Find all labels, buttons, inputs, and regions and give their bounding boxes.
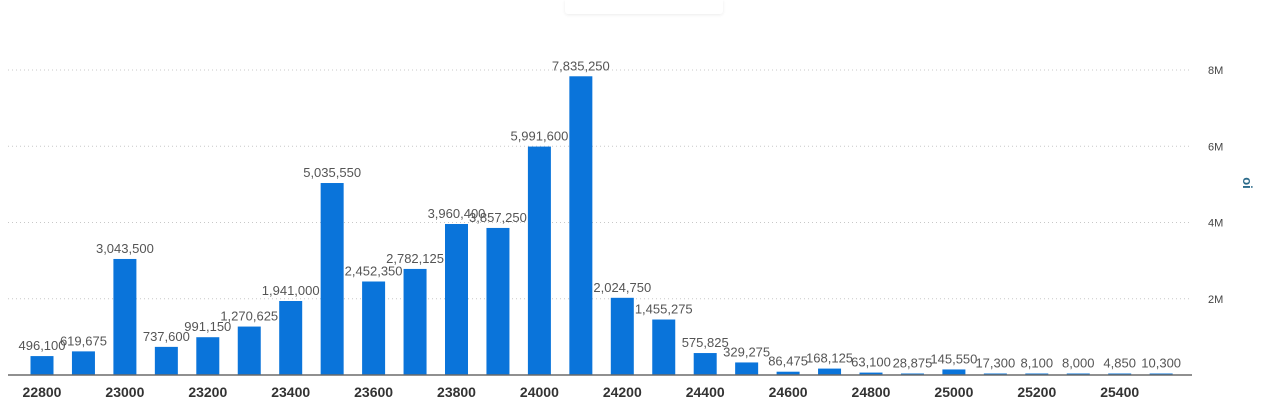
x-tick-23000: 23000 [105,384,144,400]
x-tick-22800: 22800 [23,384,62,400]
bar-23200[interactable] [196,337,220,375]
y-tick-4M: 4M [1208,218,1223,230]
x-tick-24800: 24800 [852,384,891,400]
grid-lines [8,69,1192,300]
y-axis-title: oi [1240,177,1255,189]
data-label-22900: 619,675 [60,333,107,348]
data-label-25300: 8,000 [1062,356,1095,371]
x-tick-24200: 24200 [603,384,642,400]
data-label-23500: 5,035,550 [303,165,361,180]
data-label-25000: 145,550 [930,351,977,366]
data-label-23300: 1,270,625 [220,309,278,324]
bar-23400[interactable] [279,300,303,375]
bar-24500[interactable] [735,362,759,375]
bar-24300[interactable] [652,319,676,375]
bar-23000[interactable] [113,258,137,375]
x-tick-23400: 23400 [271,384,310,400]
bar-24400[interactable] [693,353,717,375]
bar-23600[interactable] [362,281,386,375]
data-label-22800: 496,100 [19,338,66,353]
x-tick-23800: 23800 [437,384,476,400]
bar-25000[interactable] [942,369,966,375]
bars [30,76,1173,375]
data-label-25400: 4,850 [1103,356,1136,371]
data-label-24500: 329,275 [723,344,770,359]
bar-23900[interactable] [486,227,510,375]
x-tick-25200: 25200 [1017,384,1056,400]
data-label-24100: 7,835,250 [552,58,610,73]
y-tick-2M: 2M [1208,294,1223,306]
data-label-23700: 2,782,125 [386,251,444,266]
bar-24000[interactable] [527,146,551,375]
data-label-25200: 8,100 [1021,356,1054,371]
x-tick-labels: 22800 23000 23200 23400 23600 23800 24000 24200… [23,384,1140,400]
data-label-24200: 2,024,750 [593,280,651,295]
data-label-24300: 1,455,275 [635,302,693,317]
bar-24700[interactable] [818,368,842,375]
x-tick-25400: 25400 [1100,384,1139,400]
bar-24200[interactable] [610,297,634,375]
data-label-23400: 1,941,000 [262,283,320,298]
data-label-23900: 3,857,250 [469,210,527,225]
data-label-23100: 737,600 [143,329,190,344]
x-tick-24000: 24000 [520,384,559,400]
data-label-25500: 10,300 [1141,356,1181,371]
data-label-24600: 86,475 [768,354,808,369]
x-tick-23600: 23600 [354,384,393,400]
bar-22800[interactable] [30,356,54,375]
data-label-24000: 5,991,600 [510,129,568,144]
data-label-23800: 3,960,400 [428,206,486,221]
x-tick-23200: 23200 [188,384,227,400]
y-tick-labels: 2M 4M 6M 8M [1208,65,1223,306]
data-label-25100: 17,300 [975,356,1015,371]
data-label-24700: 168,125 [806,351,853,366]
data-label-24900: 28,875 [893,356,933,371]
x-tick-24400: 24400 [686,384,725,400]
x-tick-24600: 24600 [769,384,808,400]
bar-23500[interactable] [320,183,344,375]
bar-23800[interactable] [445,224,468,375]
bar-24600[interactable] [776,371,800,375]
bar-24800[interactable] [859,372,883,375]
y-tick-6M: 6M [1208,141,1223,153]
data-label-23600: 2,452,350 [345,264,403,279]
y-tick-8M: 8M [1208,65,1223,77]
data-label-24400: 575,825 [682,335,729,350]
data-label-23200: 991,150 [184,319,231,334]
data-label-23000: 3,043,500 [96,241,154,256]
bar-23100[interactable] [154,346,178,375]
bar-23700[interactable] [403,268,427,375]
bar-23300[interactable] [237,326,261,375]
data-label-24800: 63,100 [851,355,891,370]
top-tab [565,0,723,14]
x-tick-25000: 25000 [934,384,973,400]
bar-22900[interactable] [71,351,95,375]
bar-24100[interactable] [569,76,593,375]
